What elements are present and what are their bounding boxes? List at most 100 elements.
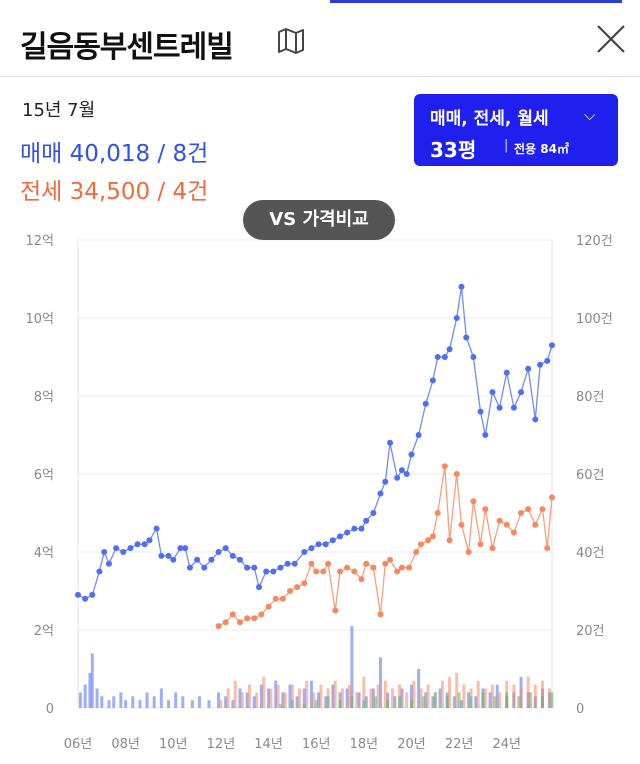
price-point xyxy=(208,556,215,563)
price-point xyxy=(308,545,315,552)
volume-bar xyxy=(393,696,397,708)
volume-bar xyxy=(452,696,456,708)
x-tick-label: 14년 xyxy=(254,737,283,752)
volume-bar xyxy=(267,688,271,708)
volume-bar xyxy=(276,684,280,708)
x-tick-label: 24년 xyxy=(492,737,521,752)
y-left-tick-label: 4억 xyxy=(34,546,54,561)
volume-bar xyxy=(348,684,352,708)
volume-bar xyxy=(145,692,149,708)
price-point xyxy=(236,556,243,563)
x-tick-label: 22년 xyxy=(445,737,474,752)
price-point xyxy=(503,521,510,528)
y-right-tick-label: 80건 xyxy=(576,390,605,405)
volume-bar xyxy=(290,684,294,708)
price-point xyxy=(277,564,284,571)
price-point xyxy=(382,560,389,567)
price-point xyxy=(434,510,441,516)
volume-bar xyxy=(112,696,116,708)
map-icon[interactable] xyxy=(276,28,306,54)
price-point xyxy=(453,315,460,321)
price-point xyxy=(470,354,477,360)
price-point xyxy=(153,525,160,532)
volume-bar xyxy=(219,700,223,708)
volume-bar xyxy=(207,700,211,708)
volume-bar xyxy=(269,688,273,708)
price-point xyxy=(477,408,484,415)
volume-bar xyxy=(338,700,342,708)
compare-button[interactable]: VS 가격비교 xyxy=(243,200,395,240)
volume-bar xyxy=(400,688,404,708)
x-tick-label: 16년 xyxy=(302,737,331,752)
volume-bar xyxy=(440,680,444,708)
volume-bar xyxy=(350,696,354,708)
close-icon[interactable] xyxy=(594,22,628,56)
volume-bar xyxy=(238,688,242,708)
volume-bar xyxy=(376,684,380,708)
volume-bar xyxy=(252,696,256,708)
price-point xyxy=(429,533,436,540)
price-point xyxy=(265,603,272,610)
price-point xyxy=(229,552,236,559)
price-point xyxy=(422,400,429,407)
volume-bar xyxy=(469,696,473,708)
y-left-tick-label: 6억 xyxy=(34,468,54,483)
y-left-tick-label: 0 xyxy=(46,702,54,717)
price-point xyxy=(544,545,551,552)
price-point xyxy=(332,607,339,614)
y-right-tick-label: 40건 xyxy=(576,546,605,561)
volume-bar xyxy=(190,700,194,708)
volume-bar xyxy=(95,688,99,708)
price-point xyxy=(518,510,525,516)
price-point xyxy=(201,564,208,571)
volume-bar xyxy=(371,688,375,708)
price-point xyxy=(446,537,453,544)
volume-bar xyxy=(159,688,163,708)
price-point xyxy=(415,432,422,438)
price-point xyxy=(537,361,544,368)
price-point xyxy=(96,568,103,575)
price-point xyxy=(377,611,384,618)
volume-bar xyxy=(379,657,383,708)
volume-bar xyxy=(529,692,533,708)
price-point xyxy=(429,377,436,384)
volume-bar xyxy=(288,684,292,708)
volume-bar xyxy=(231,700,235,708)
price-point xyxy=(532,521,539,528)
price-point xyxy=(503,369,510,376)
volume-bar xyxy=(462,684,466,708)
y-right-tick-label: 100건 xyxy=(576,312,613,327)
price-point xyxy=(294,584,301,591)
sale-price-summary: 매매 40,018 / 8건 xyxy=(20,141,209,167)
volume-bar xyxy=(540,680,544,708)
volume-bar xyxy=(262,676,266,708)
y-right-tick-label: 20건 xyxy=(576,624,605,639)
y-right-tick-label: 120건 xyxy=(576,234,613,249)
price-point xyxy=(82,595,89,602)
price-point xyxy=(146,537,153,544)
price-point xyxy=(286,588,293,594)
volume-bar xyxy=(181,696,185,708)
price-point xyxy=(215,549,222,555)
price-point xyxy=(549,342,555,349)
volume-bar xyxy=(331,684,335,708)
volume-bar xyxy=(498,692,502,708)
volume-bar xyxy=(312,692,316,708)
price-point xyxy=(222,545,229,552)
volume-bar xyxy=(438,688,442,708)
volume-bar xyxy=(364,696,368,708)
volume-bar xyxy=(247,684,251,708)
volume-bar xyxy=(369,688,373,708)
volume-bar xyxy=(240,692,244,708)
price-point xyxy=(453,471,460,477)
price-point xyxy=(406,564,413,571)
price-point xyxy=(344,529,351,536)
volume-bar xyxy=(245,692,249,708)
volume-bar xyxy=(295,696,299,708)
volume-bar xyxy=(467,692,471,708)
top-accent-bar xyxy=(330,0,622,3)
trade-type-filter-button[interactable]: 매매, 전세, 월세 ⌵ 33평 | 전용 84㎡ xyxy=(414,94,618,166)
price-point xyxy=(434,354,441,360)
volume-bar xyxy=(226,688,230,708)
